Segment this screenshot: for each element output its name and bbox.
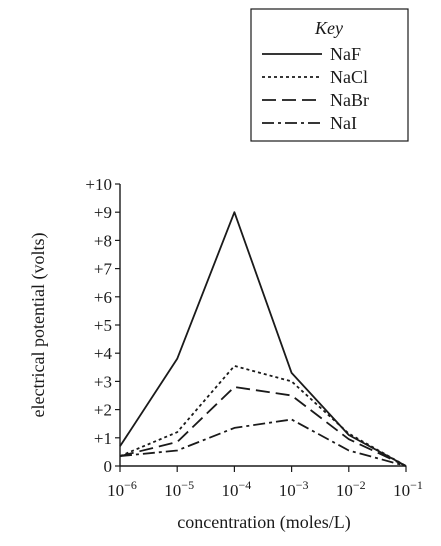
series-lines <box>120 212 406 466</box>
x-tick-label: 10−6 <box>107 478 137 500</box>
y-axis-label: electrical potential (volts) <box>28 233 49 418</box>
axes: 0 +1 +2 +3 +4 +5 +6 +7 +8 +9 +10 10−6 10−5 10−4 10−3 10… <box>85 175 422 500</box>
x-tick-label: 10−3 <box>279 478 309 500</box>
series-line-naf <box>120 212 406 466</box>
x-axis-label: concentration (moles/L) <box>177 512 350 533</box>
y-tick-label: +3 <box>94 372 112 391</box>
y-tick-label: +4 <box>94 344 113 363</box>
y-tick-label: 0 <box>104 457 113 476</box>
y-tick-label: +2 <box>94 401 112 420</box>
y-tick-label: +1 <box>94 429 112 448</box>
x-tick-label: 10−5 <box>164 478 194 500</box>
y-tick-label: +5 <box>94 316 112 335</box>
x-tick-label: 10−2 <box>336 478 366 500</box>
x-tick-label: 10−1 <box>393 478 423 500</box>
y-tick-label: +9 <box>94 203 112 222</box>
legend: Key NaF NaCl NaBr NaI <box>251 9 408 141</box>
legend-label-nacl: NaCl <box>330 67 368 87</box>
y-tick-label: +8 <box>94 231 112 250</box>
legend-label-naf: NaF <box>330 44 361 64</box>
legend-title: Key <box>314 18 343 38</box>
y-tick-label: +7 <box>94 260 113 279</box>
x-tick-label: 10−4 <box>222 478 252 500</box>
legend-label-nabr: NaBr <box>330 90 369 110</box>
y-tick-label: +6 <box>94 288 112 307</box>
legend-label-nai: NaI <box>330 113 357 133</box>
y-tick-label: +10 <box>85 175 112 194</box>
